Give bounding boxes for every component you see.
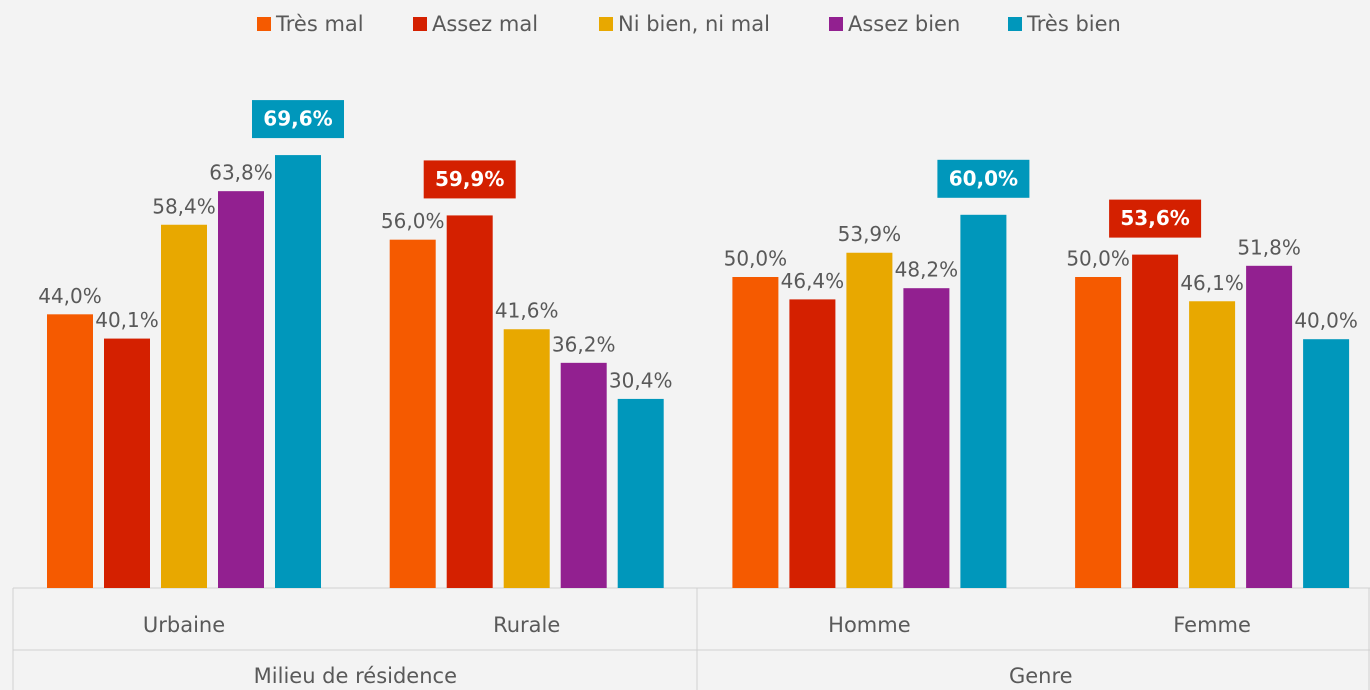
value-label-box [252, 100, 344, 139]
value-label: 56,0% [381, 209, 445, 233]
value-label: 59,9% [435, 167, 504, 191]
bar [789, 299, 836, 588]
bar [104, 338, 150, 588]
group-label: Genre [1009, 664, 1073, 688]
value-label: 40,0% [1294, 309, 1358, 333]
bar [960, 214, 1007, 589]
bar [275, 155, 321, 588]
value-label: 50,0% [724, 247, 788, 271]
value-label-box [423, 160, 516, 199]
value-label: 44,0% [38, 284, 102, 308]
bar [1075, 277, 1122, 588]
value-label: 50,0% [1066, 247, 1130, 271]
bar [446, 215, 493, 588]
bar [47, 314, 93, 588]
legend-label: Assez bien [848, 12, 960, 36]
legend-swatch [599, 17, 613, 31]
legend-label: Ni bien, ni mal [618, 12, 770, 36]
legend-swatch [257, 17, 271, 31]
category-label: Rurale [493, 613, 560, 637]
value-label: 69,6% [263, 107, 332, 131]
bar [1189, 301, 1236, 588]
bar [1303, 339, 1350, 588]
value-label: 48,2% [895, 258, 959, 282]
bar [218, 191, 264, 588]
bar [846, 252, 893, 588]
value-label: 58,4% [152, 194, 216, 218]
value-label: 40,1% [95, 308, 159, 332]
value-label: 36,2% [552, 332, 616, 356]
value-label: 53,9% [838, 222, 902, 246]
value-label: 63,8% [209, 161, 273, 185]
bar [617, 398, 664, 588]
bar [389, 239, 436, 588]
legend-label: Très bien [1026, 12, 1121, 36]
legend-swatch [1008, 17, 1022, 31]
group-label: Milieu de résidence [254, 664, 457, 688]
value-label: 41,6% [495, 299, 559, 323]
category-label: Femme [1173, 613, 1251, 637]
bar [1246, 265, 1293, 588]
value-label: 46,4% [781, 269, 845, 293]
legend-swatch [829, 17, 843, 31]
bar [503, 329, 550, 588]
bar [903, 288, 950, 588]
value-label-box [937, 159, 1030, 198]
bar [560, 362, 607, 588]
bar [1132, 254, 1179, 588]
value-label: 60,0% [949, 166, 1018, 190]
value-label-box [1109, 199, 1202, 238]
value-label: 53,6% [1120, 206, 1189, 230]
legend-label: Très mal [275, 12, 364, 36]
legend-label: Assez mal [432, 12, 538, 36]
value-label: 30,4% [609, 368, 673, 392]
value-label: 51,8% [1237, 235, 1301, 259]
category-label: Homme [828, 613, 910, 637]
category-label: Urbaine [143, 613, 225, 637]
bar [732, 277, 779, 588]
value-label: 46,1% [1180, 271, 1244, 295]
legend-swatch [413, 17, 427, 31]
bar [161, 224, 207, 588]
